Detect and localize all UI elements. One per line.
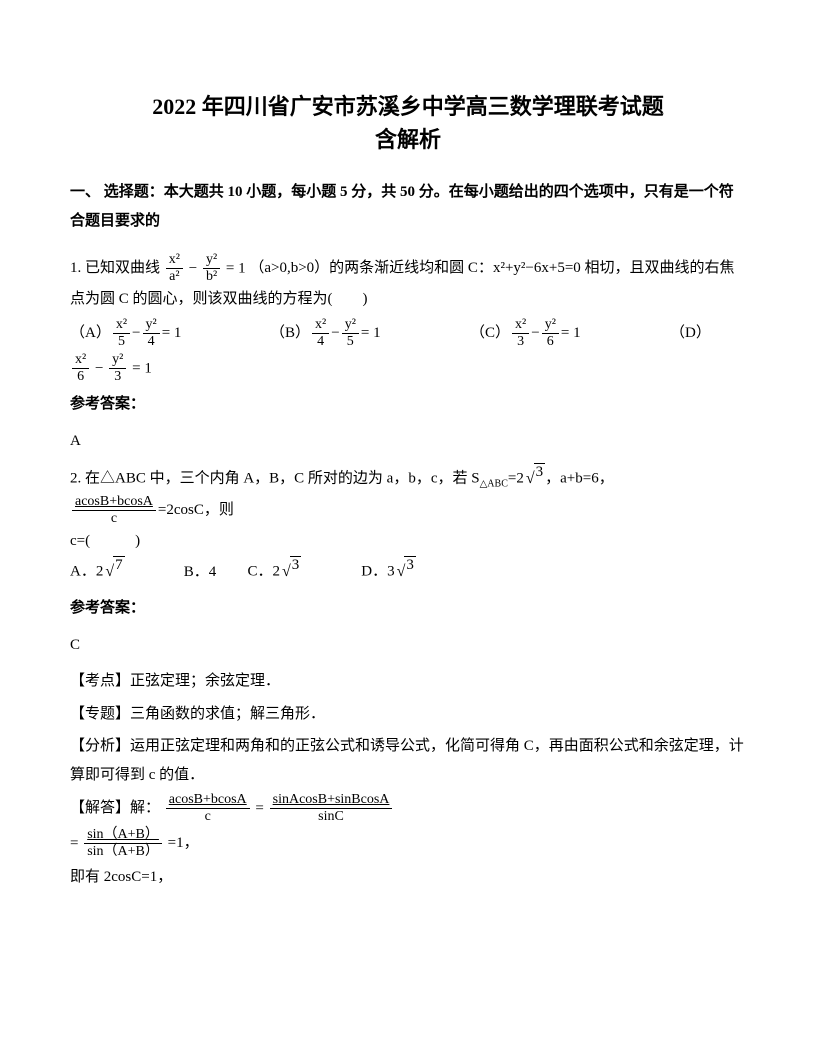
q1-options-row1: （A） x²5 − y²4 = 1 （B） x²4 − y²5 = 1 （C） …	[70, 318, 746, 349]
q1-option-c: （C） x²3 − y²6 = 1	[470, 318, 640, 349]
q1-option-d-label: （D）	[670, 318, 711, 349]
sqrt-icon: 3	[524, 463, 545, 495]
q2-options: A．27 B．4 C．23 D．33	[70, 556, 746, 588]
q1-answer: A	[70, 427, 746, 456]
section-heading: 一、 选择题：本大题共 10 小题，每小题 5 分，共 50 分。在每小题给出的…	[70, 178, 746, 235]
q2-cline: c=( )	[70, 526, 746, 556]
q2-jieda-line1: 【解答】解： acosB+bcosAc = sinAcosB+sinBcosAs…	[70, 793, 746, 824]
q1-rhs: = 1	[226, 261, 246, 277]
q2-answer: C	[70, 631, 746, 660]
q2-zhuanti: 【专题】三角函数的求值；解三角形．	[70, 700, 746, 729]
q2-option-b: B．4	[184, 557, 244, 587]
q2-option-a: A．27	[70, 556, 180, 588]
q1-answer-heading: 参考答案：	[70, 390, 746, 419]
q1-text-before: 1. 已知双曲线	[70, 260, 160, 276]
q2-option-d: D．33	[361, 556, 416, 588]
q2-jieda-line3: 即有 2cosC=1，	[70, 863, 746, 892]
question-2: 2. 在△ABC 中，三个内角 A，B，C 所对的边为 a，b，c，若 S△AB…	[70, 463, 746, 892]
q2-frac: acosB+bcosA c	[72, 495, 156, 526]
q2-jieda-line2: = sin（A+B）sin（A+B） =1，	[70, 828, 746, 859]
q1-stem: 1. 已知双曲线 x² a² − y² b² = 1 （a>0,b>0）的两条渐…	[70, 253, 746, 314]
q1-hyperbola-eq-2: y² b²	[203, 253, 220, 284]
minus-sign: −	[189, 261, 197, 277]
q2-stem: 2. 在△ABC 中，三个内角 A，B，C 所对的边为 a，b，c，若 S△AB…	[70, 463, 746, 495]
q1-option-b: （B） x²4 − y²5 = 1	[270, 318, 440, 349]
exam-page: 2022 年四川省广安市苏溪乡中学高三数学理联考试题 含解析 一、 选择题：本大…	[0, 0, 816, 938]
question-1: 1. 已知双曲线 x² a² − y² b² = 1 （a>0,b>0）的两条渐…	[70, 253, 746, 455]
q2-eq-line: acosB+bcosA c =2cosC，则	[70, 495, 746, 526]
title-line-1: 2022 年四川省广安市苏溪乡中学高三数学理联考试题	[70, 90, 746, 123]
title-line-2: 含解析	[70, 123, 746, 156]
page-title: 2022 年四川省广安市苏溪乡中学高三数学理联考试题 含解析	[70, 90, 746, 156]
q1-hyperbola-eq: x² a²	[166, 253, 183, 284]
q2-kaodian: 【考点】正弦定理；余弦定理．	[70, 667, 746, 696]
q2-option-c: C．23	[248, 556, 358, 588]
q2-fenxi: 【分析】运用正弦定理和两角和的正弦公式和诱导公式，化简可得角 C，再由面积公式和…	[70, 732, 746, 789]
q2-answer-heading: 参考答案：	[70, 594, 746, 623]
q1-option-d-expr: x²6 − y²3 = 1	[70, 353, 746, 384]
q1-option-a: （A） x²5 − y²4 = 1	[70, 318, 240, 349]
